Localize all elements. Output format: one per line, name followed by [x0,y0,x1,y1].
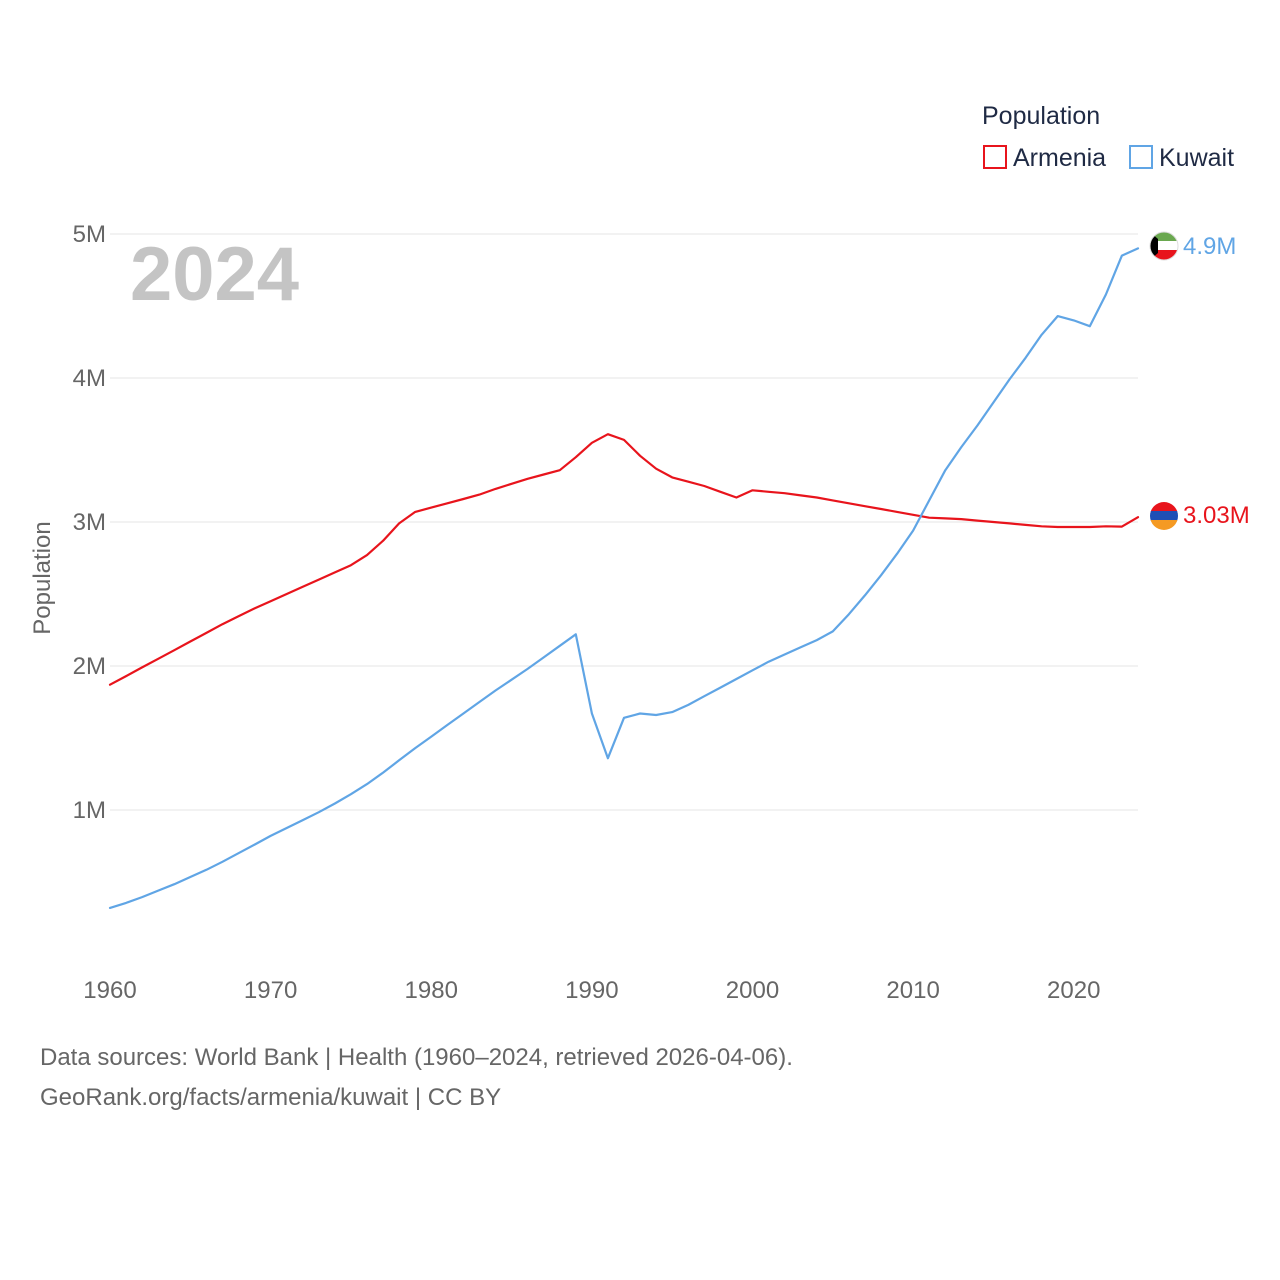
legend-label-armenia: Armenia [1013,144,1106,172]
y-tick-label: 1M [73,797,106,824]
y-axis-ticks: 1M 2M 3M 4M 5M [73,221,106,824]
legend-swatch-armenia [983,145,1007,169]
legend-item-kuwait[interactable]: Kuwait [1129,144,1234,172]
armenia-flag-icon [1150,502,1178,530]
kuwait-flag-icon [1149,231,1179,261]
series-line-armenia [108,433,1140,686]
x-tick-label: 2010 [886,977,939,1004]
series-line-kuwait [108,247,1140,910]
year-watermark: 2024 [130,232,299,317]
source-text: Data sources: World Bank | Health (1960–… [40,1044,793,1071]
y-tick-label: 4M [73,365,106,392]
source-url[interactable]: GeoRank.org/facts/armenia/kuwait | CC BY [40,1084,502,1111]
armenia-end-label: 3.03M [1183,502,1250,529]
legend-swatch-kuwait [1129,145,1153,169]
gridlines [110,233,1138,811]
x-tick-label: 1960 [83,977,136,1004]
x-tick-label: 1990 [565,977,618,1004]
legend-label-kuwait: Kuwait [1159,144,1234,172]
y-tick-label: 3M [73,509,106,536]
x-tick-label: 2020 [1047,977,1100,1004]
legend: Population Armenia Kuwait [982,102,1234,172]
y-tick-label: 2M [73,653,106,680]
y-axis-title: Population [29,521,56,634]
y-tick-label: 5M [73,221,106,248]
x-tick-label: 1980 [405,977,458,1004]
legend-title: Population [982,102,1100,130]
x-axis-ticks: 1960 1970 1980 1990 2000 2010 2020 [83,977,1100,1004]
x-tick-label: 2000 [726,977,779,1004]
series-lines [108,247,1140,910]
legend-item-armenia[interactable]: Armenia [983,144,1106,172]
x-tick-label: 1970 [244,977,297,1004]
kuwait-end-label: 4.9M [1183,233,1236,260]
